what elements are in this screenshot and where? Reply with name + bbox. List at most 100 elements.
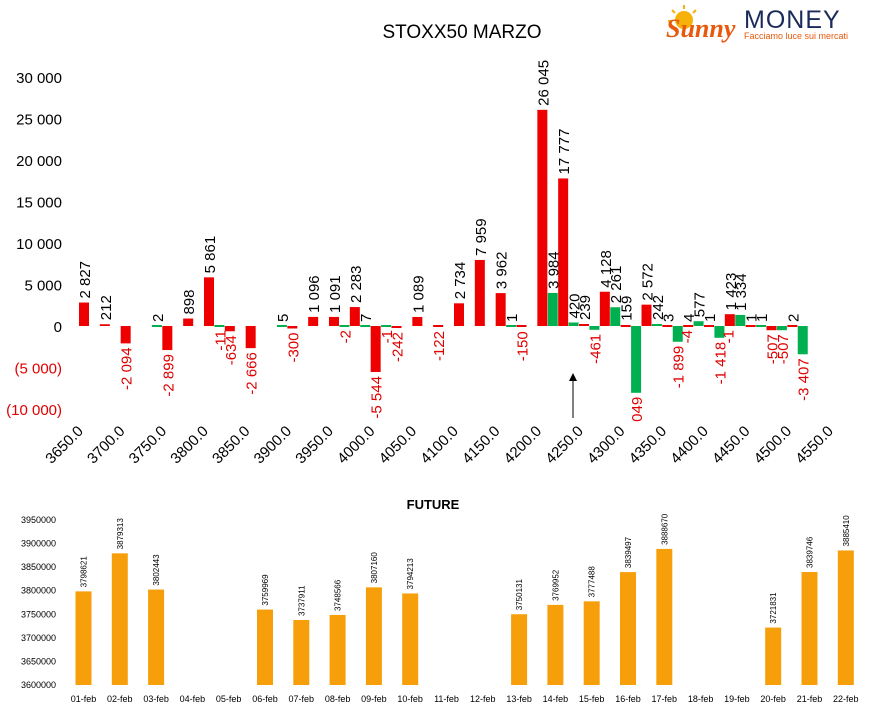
bar [745, 325, 756, 327]
data-label: 3737911 [297, 585, 306, 616]
data-label: 3750131 [515, 579, 524, 611]
bar [276, 325, 287, 327]
annotation-label: -1 [720, 330, 737, 343]
y-tick-label: 15 000 [16, 195, 62, 212]
x-tick-label: 19-feb [724, 694, 750, 704]
data-label: 577 [692, 292, 709, 317]
bar [293, 619, 310, 685]
x-tick-label: 16-feb [615, 694, 641, 704]
bar [765, 627, 782, 685]
data-label: 7 959 [473, 218, 490, 256]
data-label: -1 899 [671, 346, 688, 389]
y-tick-label: 3800000 [21, 586, 56, 596]
x-tick-label: 14-feb [543, 694, 569, 704]
bar [766, 326, 777, 331]
y-tick-label: 5 000 [24, 278, 62, 295]
x-tick-label: 09-feb [361, 694, 387, 704]
data-label: -1 [379, 330, 396, 343]
x-tick-label: 3850.0 [209, 423, 253, 467]
bar [516, 325, 527, 327]
y-tick-label: 20 000 [16, 153, 62, 170]
bar [412, 316, 423, 326]
bar [693, 321, 704, 326]
bar [381, 325, 392, 327]
bar [402, 593, 419, 685]
data-label: -150 [515, 331, 532, 361]
data-label: -507 [775, 334, 792, 364]
data-label: 3759969 [261, 574, 270, 606]
data-label: -300 [285, 332, 302, 362]
sunny-money-logo: Sunny MONEY Facciamo luce sui mercati [666, 5, 848, 43]
chart-title: STOXX50 MARZO [382, 22, 541, 43]
data-label: 212 [98, 295, 115, 320]
bar [537, 109, 548, 326]
x-tick-label: 4300.0 [584, 423, 628, 467]
data-label: -507 [765, 334, 782, 364]
data-labels: 3798621 3879313 3802443 3759969 3737911 37485… [80, 513, 851, 623]
y-tick-label: 10 000 [16, 236, 62, 253]
data-label: -3 407 [796, 358, 813, 401]
x-tick-label: 21-feb [797, 694, 823, 704]
x-tick-label: 3800.0 [167, 423, 211, 467]
bar [568, 322, 579, 326]
logo-sunny: Sunny [666, 14, 736, 43]
y-axis-ticks: 3950000 3900000 3850000 3800000 3750000 37000… [21, 515, 56, 690]
x-tick-label: 3700.0 [84, 423, 128, 467]
data-label: -1 418 [712, 342, 729, 385]
data-label: 5 [275, 314, 292, 322]
x-tick-label: 4250.0 [542, 423, 586, 467]
bar [454, 303, 464, 326]
data-label: -242 [390, 332, 407, 362]
annotation-arrow [569, 373, 577, 418]
future-title: FUTURE [407, 497, 460, 512]
bar [120, 326, 131, 344]
bar [287, 326, 298, 329]
bar [735, 314, 746, 326]
x-tick-label: 17-feb [652, 694, 678, 704]
data-label: 2 261 [608, 266, 625, 304]
data-label: 4 128 [598, 250, 615, 288]
data-label: 5 861 [202, 236, 219, 274]
bar [620, 325, 631, 327]
y-tick-label: (10 000) [6, 402, 62, 419]
data-label: 3885410 [842, 515, 851, 547]
y-tick-label: 3700000 [21, 633, 56, 643]
data-label: 2 572 [640, 263, 657, 301]
data-label: 2 827 [77, 261, 94, 299]
x-tick-label: 07-feb [289, 694, 315, 704]
bar [641, 304, 652, 326]
x-axis-ticks: 3650.03700.03750.03800.03850.03900.03950… [42, 423, 836, 467]
y-tick-label: 0 [54, 319, 62, 336]
bar [151, 325, 162, 327]
x-tick-label: 4450.0 [709, 423, 753, 467]
x-tick-label: 01-feb [71, 694, 97, 704]
data-label: 3839497 [624, 536, 633, 568]
bar [99, 324, 110, 326]
bar [662, 325, 673, 327]
bar [837, 550, 854, 685]
y-tick-label: (5 000) [14, 361, 62, 378]
bar [756, 325, 767, 327]
data-label: 1 [702, 314, 719, 322]
y-tick-label: 3850000 [21, 562, 56, 572]
bar [75, 591, 92, 685]
x-tick-label: 4350.0 [626, 423, 670, 467]
data-label: 3748566 [334, 579, 343, 611]
bar [349, 307, 360, 326]
bar [339, 325, 350, 327]
data-label: 3794213 [406, 558, 415, 590]
data-label: 1 [744, 314, 761, 322]
bar [495, 293, 506, 326]
bar [797, 326, 808, 355]
x-tick-label: 4200.0 [501, 423, 545, 467]
logo-tagline: Facciamo luce sui mercati [744, 31, 848, 41]
bar [79, 302, 89, 326]
bar [257, 609, 273, 685]
y-tick-label: 30 000 [16, 70, 62, 87]
data-label: 3769952 [551, 569, 560, 601]
data-label: 3721831 [769, 592, 778, 624]
annotation-label: -4 [679, 330, 696, 343]
data-label: 239 [577, 295, 594, 320]
data-label: 3888670 [660, 513, 669, 545]
y-tick-label: 3950000 [21, 515, 56, 525]
